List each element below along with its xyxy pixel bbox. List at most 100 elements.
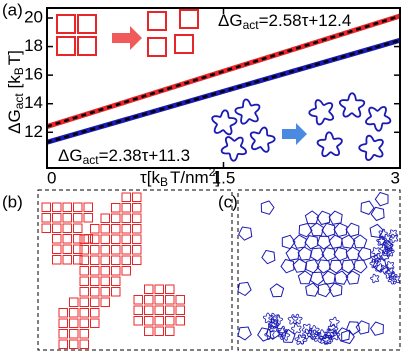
square-particle [154, 316, 164, 326]
square-particle [132, 255, 142, 265]
square-particle [111, 255, 121, 265]
pentagon-particle [346, 321, 361, 336]
star-particle [376, 236, 386, 246]
square-icon [179, 9, 199, 29]
star-particle [322, 334, 333, 345]
square-particle [144, 284, 154, 294]
pentagon-particle [360, 200, 375, 215]
star-particle [375, 263, 385, 273]
star-particle [272, 314, 284, 325]
pentagon-particle [304, 235, 319, 250]
square-particle [100, 287, 110, 297]
y-label-part: B [12, 67, 26, 75]
pentagon-particle [297, 246, 312, 261]
square-particle [111, 266, 121, 276]
square-particle [90, 276, 100, 286]
star-particle [382, 247, 392, 258]
pentagon-particle [305, 282, 320, 297]
star-icon [220, 136, 248, 162]
annotation-part: =2.38τ+11.3 [99, 146, 190, 165]
x-label-part: ] [215, 168, 220, 187]
star-particle [326, 328, 337, 339]
square-particle [121, 245, 131, 255]
square-particle [69, 308, 79, 318]
annotation-part: ΔG [218, 11, 243, 30]
square-particle [58, 329, 68, 339]
y-tick-label: 12 [24, 122, 43, 141]
panel-label: (a) [2, 0, 23, 19]
pentagon-particle [328, 282, 343, 298]
pentagon-particle [281, 328, 296, 343]
square-particle [90, 287, 100, 297]
square-particle [133, 305, 143, 315]
square-particle [132, 234, 142, 244]
square-particle [165, 295, 175, 305]
star-icon [358, 134, 384, 162]
square-particle [79, 339, 89, 349]
annotation-part: act [83, 153, 100, 167]
square-particle [132, 192, 142, 202]
square-particle [121, 255, 131, 265]
star-icon [364, 106, 392, 132]
star-particle [329, 316, 340, 328]
square-particle [154, 326, 164, 336]
square-particle [100, 266, 110, 276]
square-particle [73, 244, 83, 254]
pentagon-particle [328, 259, 344, 274]
square-particle [90, 266, 100, 276]
panel-label: (b) [2, 192, 23, 211]
pentagon-particle [309, 271, 325, 286]
star-particle [384, 243, 394, 253]
arrow [282, 123, 307, 145]
pentagon-particle [355, 320, 370, 335]
square-particle [154, 284, 164, 294]
star-particle [327, 323, 339, 335]
square-particle [132, 213, 142, 223]
star-particle [290, 323, 302, 334]
star-particle [385, 267, 395, 277]
annotation-part: =2.58τ+12.4 [259, 11, 352, 30]
y-label-part: act [12, 93, 26, 110]
fit-annotation: ΔGact=2.58τ+12.4 [218, 11, 351, 32]
square-particle [73, 223, 83, 233]
pentagon-particle [298, 222, 313, 238]
square-particle [79, 329, 89, 339]
panel-label: (c) [218, 192, 238, 211]
square-particle [62, 234, 72, 244]
square-particle [52, 234, 62, 244]
square-particle [79, 255, 89, 265]
pentagon-particle [321, 270, 336, 285]
square-particle [144, 316, 154, 326]
pentagon-particle [260, 200, 275, 215]
square-particle [165, 284, 175, 294]
star-particle [287, 314, 299, 325]
square-particle [41, 202, 51, 212]
star-particle [329, 329, 341, 341]
fit-line [46, 39, 401, 144]
square-icon [56, 36, 76, 56]
square-particle [121, 266, 131, 276]
star-icon [338, 92, 366, 118]
square-particle [111, 276, 121, 286]
annotation-part: ΔG [58, 146, 83, 165]
square-particle [132, 224, 142, 234]
square-icon [77, 36, 97, 56]
star-icon [316, 131, 343, 158]
pentagon-particle [345, 270, 360, 285]
square-particle [100, 245, 110, 255]
square-particle [144, 326, 154, 336]
pentagon-particle [328, 210, 343, 225]
square-particle [111, 245, 121, 255]
pentagon-particle [374, 191, 389, 207]
star-particle [268, 312, 279, 324]
y-tick-label: 20 [24, 7, 43, 26]
star-particle [309, 329, 321, 340]
square-icon [147, 37, 167, 57]
x-label-part: B [160, 175, 168, 189]
panel-frame [37, 189, 233, 351]
pentagon-particle [237, 326, 252, 341]
plot-frame [46, 7, 401, 169]
square-particle [111, 203, 121, 213]
square-particle [79, 318, 89, 328]
square-particle [52, 213, 62, 223]
